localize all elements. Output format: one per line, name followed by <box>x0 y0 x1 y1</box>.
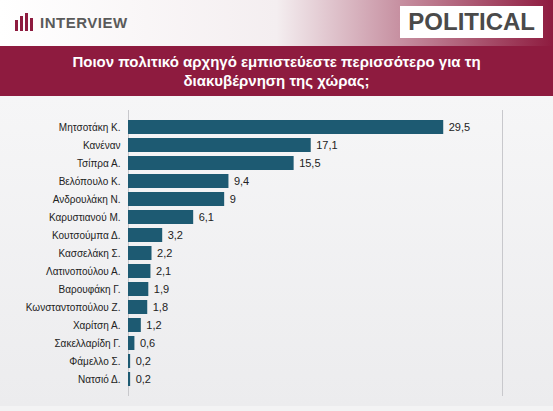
svg-text:6,1: 6,1 <box>199 211 214 223</box>
svg-text:0,6: 0,6 <box>140 337 155 349</box>
svg-text:Νατσιό Δ.: Νατσιό Δ. <box>78 374 120 385</box>
svg-text:Λατινοπούλου Α.: Λατινοπούλου Α. <box>46 266 120 277</box>
svg-text:Κασσελάκη Σ.: Κασσελάκη Σ. <box>58 248 120 259</box>
svg-text:2,1: 2,1 <box>156 265 171 277</box>
html-text:POLITICAL: POLITICAL <box>408 8 535 35</box>
svg-text:29,5: 29,5 <box>449 121 470 133</box>
svg-text:1,2: 1,2 <box>146 319 161 331</box>
svg-text:0,2: 0,2 <box>136 373 151 385</box>
html-text:Ποιον πολιτικό αρχηγό εμπιστεύ: Ποιον πολιτικό αρχηγό εμπιστεύεστε περισ… <box>72 53 481 89</box>
svg-text:Βελόπουλο Κ.: Βελόπουλο Κ. <box>59 176 121 187</box>
svg-text:3,2: 3,2 <box>168 229 183 241</box>
svg-text:Φάμελλο Σ.: Φάμελλο Σ. <box>69 356 120 367</box>
svg-text:Βαρουφάκη Γ.: Βαρουφάκη Γ. <box>59 284 121 295</box>
svg-text:0,2: 0,2 <box>136 355 151 367</box>
svg-text:Κωνσταντοπούλου Ζ.: Κωνσταντοπούλου Ζ. <box>26 302 121 313</box>
svg-text:Σακελλαρίδη Γ.: Σακελλαρίδη Γ. <box>54 338 120 349</box>
svg-text:1,9: 1,9 <box>154 283 169 295</box>
svg-text:2,2: 2,2 <box>157 247 172 259</box>
svg-text:1,8: 1,8 <box>153 301 168 313</box>
svg-text:Χαρίτση Α.: Χαρίτση Α. <box>73 320 121 331</box>
svg-text:Μητσοτάκη Κ.: Μητσοτάκη Κ. <box>59 122 121 133</box>
svg-text:15,5: 15,5 <box>299 157 320 169</box>
svg-text:Τσίπρα Α.: Τσίπρα Α. <box>77 158 120 169</box>
svg-text:9: 9 <box>230 193 236 205</box>
svg-text:Κανέναν: Κανέναν <box>83 140 121 151</box>
svg-text:Καρυστιανού Μ.: Καρυστιανού Μ. <box>49 212 121 223</box>
svg-text:Ανδρουλάκη Ν.: Ανδρουλάκη Ν. <box>53 194 121 205</box>
svg-text:9,4: 9,4 <box>234 175 249 187</box>
svg-text:17,1: 17,1 <box>316 139 337 151</box>
html-text:INTERVIEW: INTERVIEW <box>40 13 128 31</box>
svg-text:Κουτσούμπα Δ.: Κουτσούμπα Δ. <box>52 230 121 241</box>
